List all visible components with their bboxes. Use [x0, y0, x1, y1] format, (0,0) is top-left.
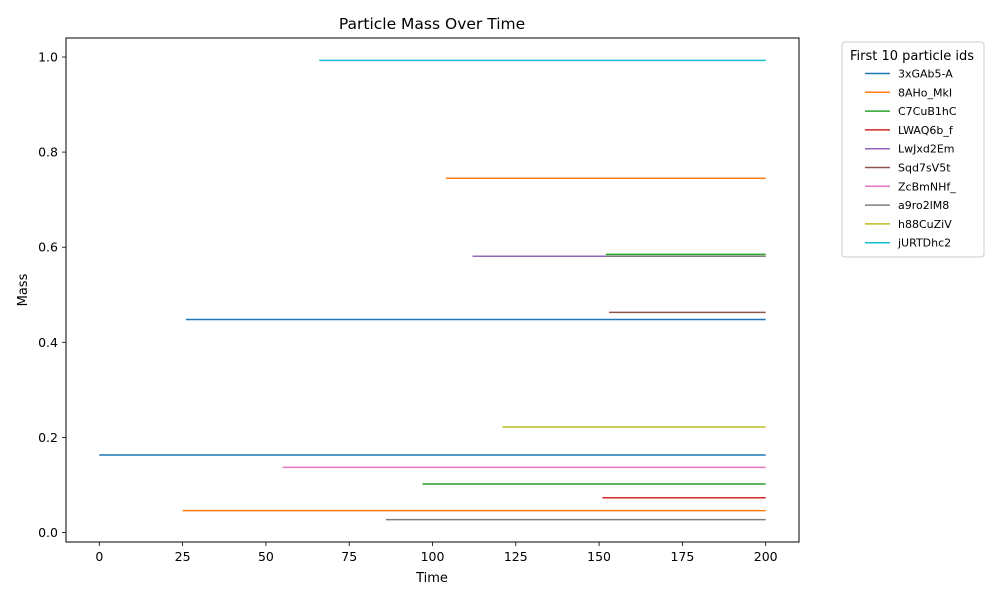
x-tick-label: 75 [341, 549, 357, 564]
legend-label-8AHo_MkI: 8AHo_MkI [898, 86, 952, 99]
legend-entries: 3xGAb5-A 8AHo_MkI C7CuB1hC LWAQ6b_f LwJxd2Em… [865, 68, 957, 250]
legend-title: First 10 particle ids [850, 49, 974, 64]
x-tick-label: 25 [175, 549, 191, 564]
legend-label-LWAQ6b_f: LWAQ6b_f [898, 124, 954, 137]
x-tick-label: 150 [587, 549, 611, 564]
legend-label-C7CuB1hC: C7CuB1hC [898, 105, 957, 118]
x-tick-label: 125 [504, 549, 528, 564]
y-tick-label: 0.0 [38, 525, 58, 540]
y-tick-label: 0.2 [38, 430, 58, 445]
y-tick-label: 0.4 [38, 335, 58, 350]
legend-label-LwJxd2Em: LwJxd2Em [898, 143, 955, 156]
legend-frame [841, 41, 985, 258]
legend-label-ZcBmNHf_: ZcBmNHf_ [898, 180, 956, 193]
plot-frame [65, 37, 800, 543]
legend-label-a9ro2lM8: a9ro2lM8 [898, 199, 949, 212]
x-tick-label: 200 [754, 549, 778, 564]
legend-label-Sqd7sV5t: Sqd7sV5t [898, 162, 951, 175]
x-axis-label: Time [415, 571, 448, 586]
x-tick-label: 175 [670, 549, 694, 564]
legend-label-h88CuZiV: h88CuZiV [898, 218, 952, 231]
y-axis-ticks: 0.0 0.2 0.4 0.6 0.8 1.0 [38, 50, 66, 540]
legend: First 10 particle ids 3xGAb5-A 8AHo_MkI C7… [841, 41, 985, 258]
legend-label-3xGAb5-A: 3xGAb5-A [898, 68, 953, 81]
chart-title: Particle Mass Over Time [339, 15, 525, 33]
y-axis-label: Mass [16, 273, 31, 306]
y-tick-label: 1.0 [38, 50, 58, 65]
y-tick-label: 0.8 [38, 145, 58, 160]
x-axis-ticks: 0 25 50 75 100 125 150 175 200 [95, 542, 778, 564]
x-tick-label: 50 [258, 549, 274, 564]
y-tick-label: 0.6 [38, 240, 58, 255]
legend-label-jURTDhc2: jURTDhc2 [897, 237, 951, 250]
x-tick-label: 0 [95, 549, 103, 564]
plot-lines [99, 59, 766, 521]
x-tick-label: 100 [421, 549, 445, 564]
